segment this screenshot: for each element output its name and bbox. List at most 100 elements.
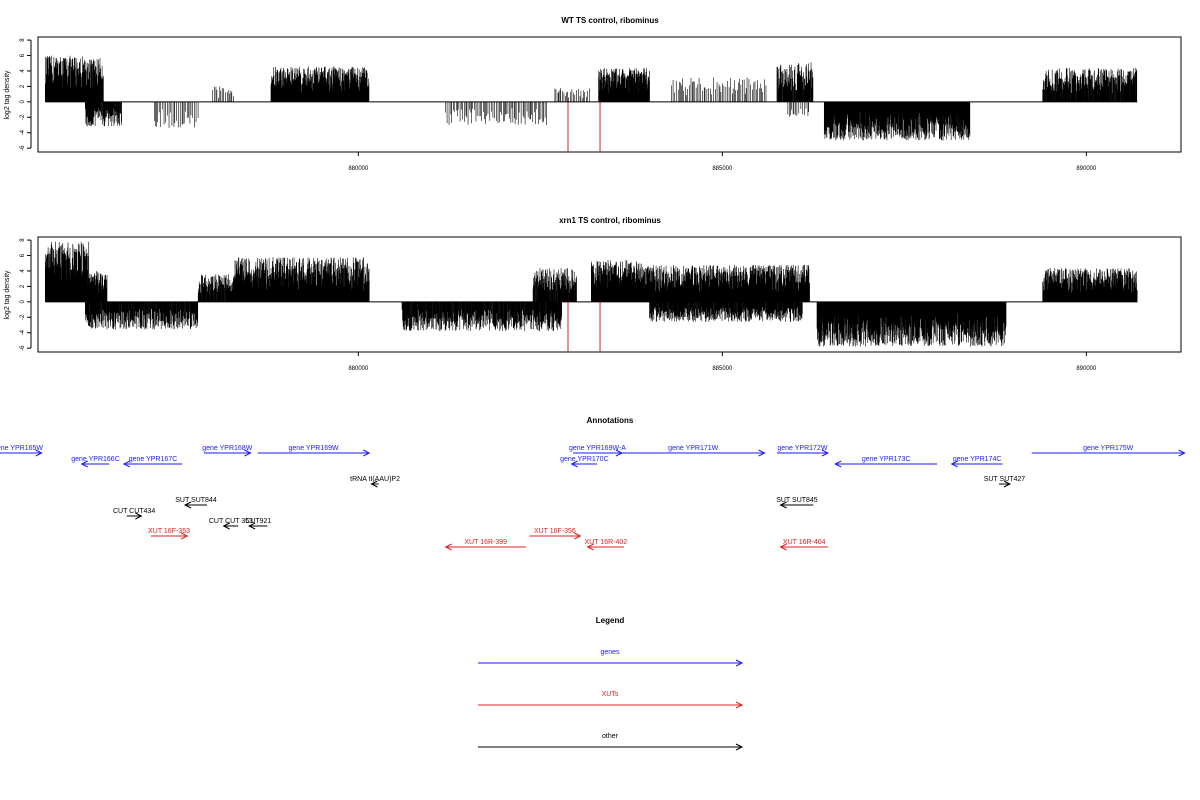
annotation-gene: gene YPR171W	[621, 445, 766, 457]
annotation-gene: gene YPR167C	[122, 456, 183, 468]
annotation-label: XUT 16R-402	[585, 539, 628, 546]
xrn1-track-title: xrn1 TS control, ribominus	[559, 216, 661, 225]
density-bars	[44, 241, 90, 302]
xrn1-track-yaxis: 8 6 4 2 0 -2 -4 -6	[20, 238, 32, 351]
y-tick-label: 2	[20, 284, 26, 288]
y-tick-label: -6	[20, 145, 26, 151]
density-bars	[212, 86, 234, 102]
x-tick-label: 885000	[712, 366, 733, 372]
x-tick-label: 890000	[1076, 166, 1097, 172]
xrn1-track-marker-lines	[567, 301, 601, 352]
density-bars	[197, 274, 235, 302]
annotation-label: XUT 16R-399	[464, 539, 507, 546]
annotation-xut: XUT 16R-402	[585, 539, 628, 551]
annotation-gene: gene YPR166C	[71, 456, 120, 468]
annotation-other: SUT SUT427	[984, 476, 1026, 488]
annotation-gene: gene YPR168W	[202, 445, 253, 457]
y-tick-label: -2	[20, 314, 26, 320]
density-bars	[591, 260, 643, 302]
wt-track-ylabel: log2 tag density	[4, 70, 11, 120]
y-tick-label: 2	[20, 84, 26, 88]
legend-item-xut: XUTs	[478, 691, 744, 709]
annotation-gene: gene YPR175W	[1031, 445, 1186, 457]
annotation-label: CUT CUT 353	[209, 518, 253, 525]
wt-track-panel: WT TS control, ribominus log2 tag densit…	[4, 16, 1182, 172]
y-tick-label: -4	[20, 129, 26, 135]
annotation-gene: gene YPR174C	[950, 456, 1003, 468]
density-bars	[776, 62, 814, 102]
x-tick-label: 885000	[712, 166, 733, 172]
legend-label: XUTs	[602, 691, 619, 698]
annotation-label: SUT SUT844	[175, 497, 217, 504]
y-tick-label: 6	[20, 53, 26, 57]
annotation-other: SUT SUT844	[175, 497, 217, 509]
density-bars	[823, 101, 971, 141]
wt-track-xaxis: 880000 885000 890000	[348, 152, 1097, 172]
annotation-label: SUT SUT845	[776, 497, 818, 504]
annotation-label: CUT CUT434	[113, 508, 155, 515]
density-bars	[787, 101, 809, 117]
y-tick-label: -2	[20, 114, 26, 120]
annotation-label: gene YPR165W	[0, 445, 43, 452]
density-bars	[234, 257, 370, 302]
annotation-label: SUT SUT427	[984, 476, 1026, 483]
annotation-gene: gene YPR172W	[776, 445, 830, 457]
x-tick-label: 880000	[348, 366, 369, 372]
annotation-label: tRNA tI(AAU)P2	[350, 476, 400, 483]
annotation-label: gene YPR174C	[953, 456, 1002, 463]
wt-track-bars	[44, 55, 1138, 141]
legend-label: other	[602, 733, 619, 740]
annotation-label: CUT921	[245, 518, 271, 525]
annotation-xut: XUT 16R-399	[444, 539, 526, 551]
annotations-title: Annotations	[587, 416, 634, 425]
density-bars	[641, 264, 810, 302]
annotation-label: gene YPR170C	[560, 456, 609, 463]
y-tick-label: 8	[20, 238, 26, 242]
annotation-label: gene YPR169W	[289, 445, 339, 452]
annotation-xut: XUT 16F-356	[529, 528, 582, 540]
xrn1-track-panel: xrn1 TS control, ribominus log2 tag dens…	[4, 216, 1182, 372]
annotation-gene: gene YPR170C	[560, 456, 609, 468]
legend-items: genes XUTs other	[478, 649, 744, 751]
annotation-other: CUT CUT434	[113, 508, 155, 520]
density-bars	[85, 101, 122, 127]
density-bars	[445, 101, 547, 125]
legend-item-other: other	[478, 733, 744, 751]
annotation-xut: XUT 16R-404	[779, 539, 828, 551]
annotation-label: XUT 16R-404	[783, 539, 826, 546]
wt-track-title: WT TS control, ribominus	[561, 16, 659, 25]
annotations-panel: Annotations gene YPR165W gene YPR166C gene…	[0, 416, 1186, 551]
y-tick-label: 4	[20, 269, 26, 273]
annotation-label: gene YPR169W-A	[569, 445, 626, 452]
density-bars	[598, 68, 650, 102]
annotation-gene: gene YPR165W	[0, 445, 43, 457]
annotation-gene: gene YPR169W-A	[569, 445, 626, 457]
annotation-label: gene YPR173C	[862, 456, 911, 463]
y-tick-label: 8	[20, 38, 26, 42]
density-bars	[85, 301, 199, 330]
wt-track-yaxis: 8 6 4 2 0 -2 -4 -6	[20, 38, 32, 151]
density-bars	[1042, 267, 1138, 302]
annotation-label: gene YPR167C	[129, 456, 178, 463]
annotation-label: XUT 16F-356	[534, 528, 576, 535]
y-tick-label: 0	[20, 300, 26, 304]
legend-panel: Legend genes XUTs other	[478, 616, 744, 751]
annotation-label: gene YPR168W	[202, 445, 252, 452]
density-bars	[671, 77, 767, 102]
legend-item-gene: genes	[478, 649, 744, 667]
legend-label: genes	[600, 649, 620, 656]
density-bars	[532, 268, 577, 302]
annotation-label: gene YPR175W	[1083, 445, 1133, 452]
y-tick-label: -6	[20, 345, 26, 351]
xrn1-track-bars	[44, 241, 1138, 347]
y-tick-label: 0	[20, 100, 26, 104]
y-tick-label: -4	[20, 329, 26, 335]
xrn1-track-frame	[37, 236, 1182, 353]
annotation-label: gene YPR166C	[71, 456, 120, 463]
density-bars	[816, 301, 1007, 347]
xrn1-track-xaxis: 880000 885000 890000	[348, 352, 1097, 372]
wt-track-frame	[37, 36, 1182, 153]
annotation-other: tRNA tI(AAU)P2	[350, 476, 400, 488]
annotation-other: CUT CUT 353	[209, 518, 253, 530]
